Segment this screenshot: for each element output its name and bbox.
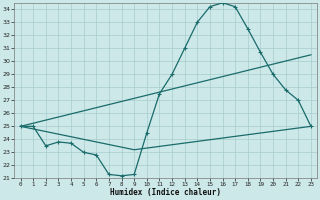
X-axis label: Humidex (Indice chaleur): Humidex (Indice chaleur) <box>110 188 221 197</box>
